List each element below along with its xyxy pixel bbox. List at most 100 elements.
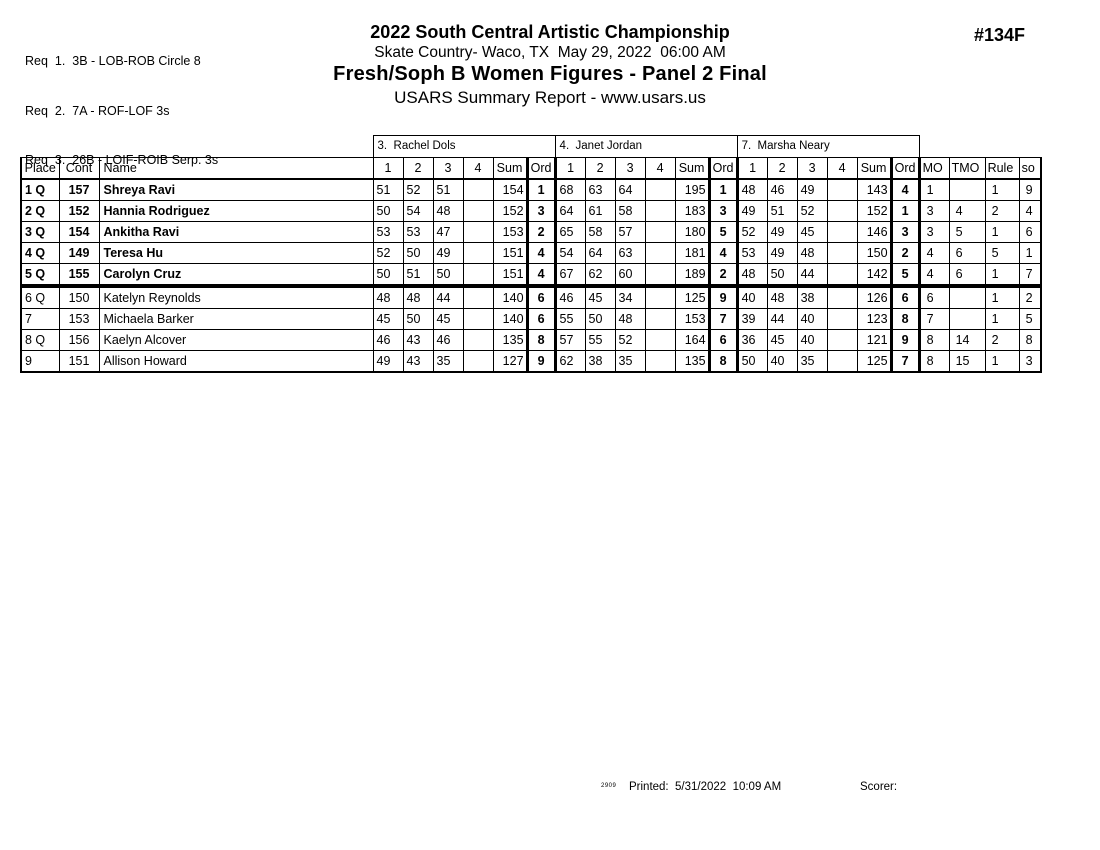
so-cell: 9 bbox=[1018, 178, 1043, 201]
judge-3-score-1-cell: 48 bbox=[736, 178, 768, 201]
tmo-cell: 6 bbox=[948, 242, 986, 264]
judge-2-score-3-cell: 34 bbox=[614, 285, 646, 309]
judge-3-score-4-cell bbox=[826, 263, 858, 288]
judge-1-sum-cell: 154 bbox=[492, 178, 528, 201]
name-cell: Carolyn Cruz bbox=[98, 263, 374, 288]
judge-1-score-4-cell bbox=[462, 350, 494, 373]
judge-2-score-2-cell: 45 bbox=[584, 285, 616, 309]
col-header-j1-ord: Ord bbox=[525, 157, 557, 180]
rule-cell: 1 bbox=[984, 308, 1020, 330]
judge-1-sum-cell: 151 bbox=[492, 242, 528, 264]
judge-3-sum-cell: 152 bbox=[856, 200, 892, 222]
judge-2-score-1-cell: 67 bbox=[554, 263, 586, 288]
col-header-name: Name bbox=[98, 157, 374, 180]
judge-3-score-2-cell: 45 bbox=[766, 329, 798, 351]
tmo-cell bbox=[948, 178, 986, 201]
cont-cell: 156 bbox=[58, 329, 100, 351]
judge-2-score-4-cell bbox=[644, 329, 676, 351]
col-header-place: Place bbox=[20, 157, 60, 180]
judge-2-score-1-cell: 57 bbox=[554, 329, 586, 351]
judge-1-score-1-cell: 45 bbox=[372, 308, 404, 330]
requirement-line-2: Req 2. 7A - ROF-LOF 3s bbox=[25, 103, 170, 118]
judge-3-sum-cell: 146 bbox=[856, 221, 892, 243]
name-cell: Shreya Ravi bbox=[98, 178, 374, 201]
judge-2-score-2-cell: 64 bbox=[584, 242, 616, 264]
place-cell: 8 Q bbox=[20, 329, 60, 351]
judge-3-score-3-cell: 40 bbox=[796, 308, 828, 330]
judge-3-score-2-cell: 46 bbox=[766, 178, 798, 201]
col-header-j2-1: 1 bbox=[554, 157, 586, 180]
judge-2-score-3-cell: 57 bbox=[614, 221, 646, 243]
mo-cell: 4 bbox=[918, 263, 950, 288]
judge-2-label: 4. Janet Jordan bbox=[554, 135, 738, 158]
tmo-cell: 5 bbox=[948, 221, 986, 243]
judge-3-label: 7. Marsha Neary bbox=[736, 135, 920, 158]
judge-3-score-3-cell: 35 bbox=[796, 350, 828, 373]
place-cell: 3 Q bbox=[20, 221, 60, 243]
judge-1-score-2-cell: 54 bbox=[402, 200, 434, 222]
judge-2-score-4-cell bbox=[644, 285, 676, 309]
judge-1-sum-cell: 153 bbox=[492, 221, 528, 243]
version-stamp: 2909 bbox=[601, 783, 617, 789]
cont-cell: 149 bbox=[58, 242, 100, 264]
judge-2-ord-cell: 1 bbox=[707, 178, 739, 201]
judge-3-ord-cell: 6 bbox=[889, 285, 921, 309]
judge-3-score-2-cell: 51 bbox=[766, 200, 798, 222]
name-cell: Ankitha Ravi bbox=[98, 221, 374, 243]
judge-1-score-1-cell: 49 bbox=[372, 350, 404, 373]
judge-1-score-4-cell bbox=[462, 221, 494, 243]
judge-1-score-4-cell bbox=[462, 329, 494, 351]
col-header-j3-1: 1 bbox=[736, 157, 768, 180]
judge-3-score-2-cell: 49 bbox=[766, 242, 798, 264]
judge-3-score-4-cell bbox=[826, 285, 858, 309]
judge-1-score-3-cell: 35 bbox=[432, 350, 464, 373]
judge-1-ord-cell: 6 bbox=[525, 308, 557, 330]
so-cell: 7 bbox=[1018, 263, 1043, 288]
judge-2-score-3-cell: 60 bbox=[614, 263, 646, 288]
table-row: 8 Q 156 Kaelyn Alcover 46 43 46 135 8 57 55 52 164 6… bbox=[20, 329, 1043, 351]
judge-3-ord-cell: 8 bbox=[889, 308, 921, 330]
column-header-row: Place Cont Name 1 2 3 4 Sum Ord 1 2 3 4 … bbox=[20, 157, 1043, 180]
judge-2-score-1-cell: 55 bbox=[554, 308, 586, 330]
judge-1-ord-cell: 2 bbox=[525, 221, 557, 243]
judge-2-score-2-cell: 63 bbox=[584, 178, 616, 201]
judge-2-score-1-cell: 46 bbox=[554, 285, 586, 309]
col-header-j2-2: 2 bbox=[584, 157, 616, 180]
so-cell: 4 bbox=[1018, 200, 1043, 222]
judge-1-score-3-cell: 45 bbox=[432, 308, 464, 330]
mo-cell: 8 bbox=[918, 329, 950, 351]
judge-2-score-2-cell: 62 bbox=[584, 263, 616, 288]
table-row: 1 Q 157 Shreya Ravi 51 52 51 154 1 68 63 64 195 1 48 4… bbox=[20, 178, 1043, 201]
judge-1-score-4-cell bbox=[462, 242, 494, 264]
judge-2-sum-cell: 189 bbox=[674, 263, 710, 288]
printed-line: Printed: 5/31/2022 10:09 AM bbox=[629, 781, 782, 793]
event-title: Fresh/Soph B Women Figures - Panel 2 Fin… bbox=[333, 63, 767, 85]
judge-3-score-3-cell: 38 bbox=[796, 285, 828, 309]
rule-cell: 5 bbox=[984, 242, 1020, 264]
judge-2-score-4-cell bbox=[644, 308, 676, 330]
judge-1-ord-cell: 9 bbox=[525, 350, 557, 373]
place-cell: 6 Q bbox=[20, 285, 60, 309]
name-cell: Kaelyn Alcover bbox=[98, 329, 374, 351]
judge-2-score-1-cell: 64 bbox=[554, 200, 586, 222]
judge-2-ord-cell: 3 bbox=[707, 200, 739, 222]
judge-2-score-4-cell bbox=[644, 200, 676, 222]
judge-3-sum-cell: 125 bbox=[856, 350, 892, 373]
judge-3-score-3-cell: 44 bbox=[796, 263, 828, 288]
judge-1-score-2-cell: 50 bbox=[402, 308, 434, 330]
event-number: #134F bbox=[973, 25, 1025, 45]
table-row: 4 Q 149 Teresa Hu 52 50 49 151 4 54 64 63 181 4 53 49 4… bbox=[20, 242, 1043, 264]
requirement-line-1: Req 1. 3B - LOB-ROB Circle 8 bbox=[25, 54, 201, 68]
col-header-j1-2: 2 bbox=[402, 157, 434, 180]
judge-1-score-3-cell: 50 bbox=[432, 263, 464, 288]
judge-3-ord-cell: 3 bbox=[889, 221, 921, 243]
judge-2-sum-cell: 195 bbox=[674, 178, 710, 201]
judge-3-score-1-cell: 50 bbox=[736, 350, 768, 373]
judge-1-score-1-cell: 52 bbox=[372, 242, 404, 264]
rule-cell: 1 bbox=[984, 350, 1020, 373]
judge-3-score-2-cell: 40 bbox=[766, 350, 798, 373]
mo-cell: 3 bbox=[918, 221, 950, 243]
judge-1-sum-cell: 135 bbox=[492, 329, 528, 351]
report-footer: 2909 Printed: 5/31/2022 10:09 AM Scorer: bbox=[0, 781, 1100, 801]
judge-2-sum-cell: 135 bbox=[674, 350, 710, 373]
